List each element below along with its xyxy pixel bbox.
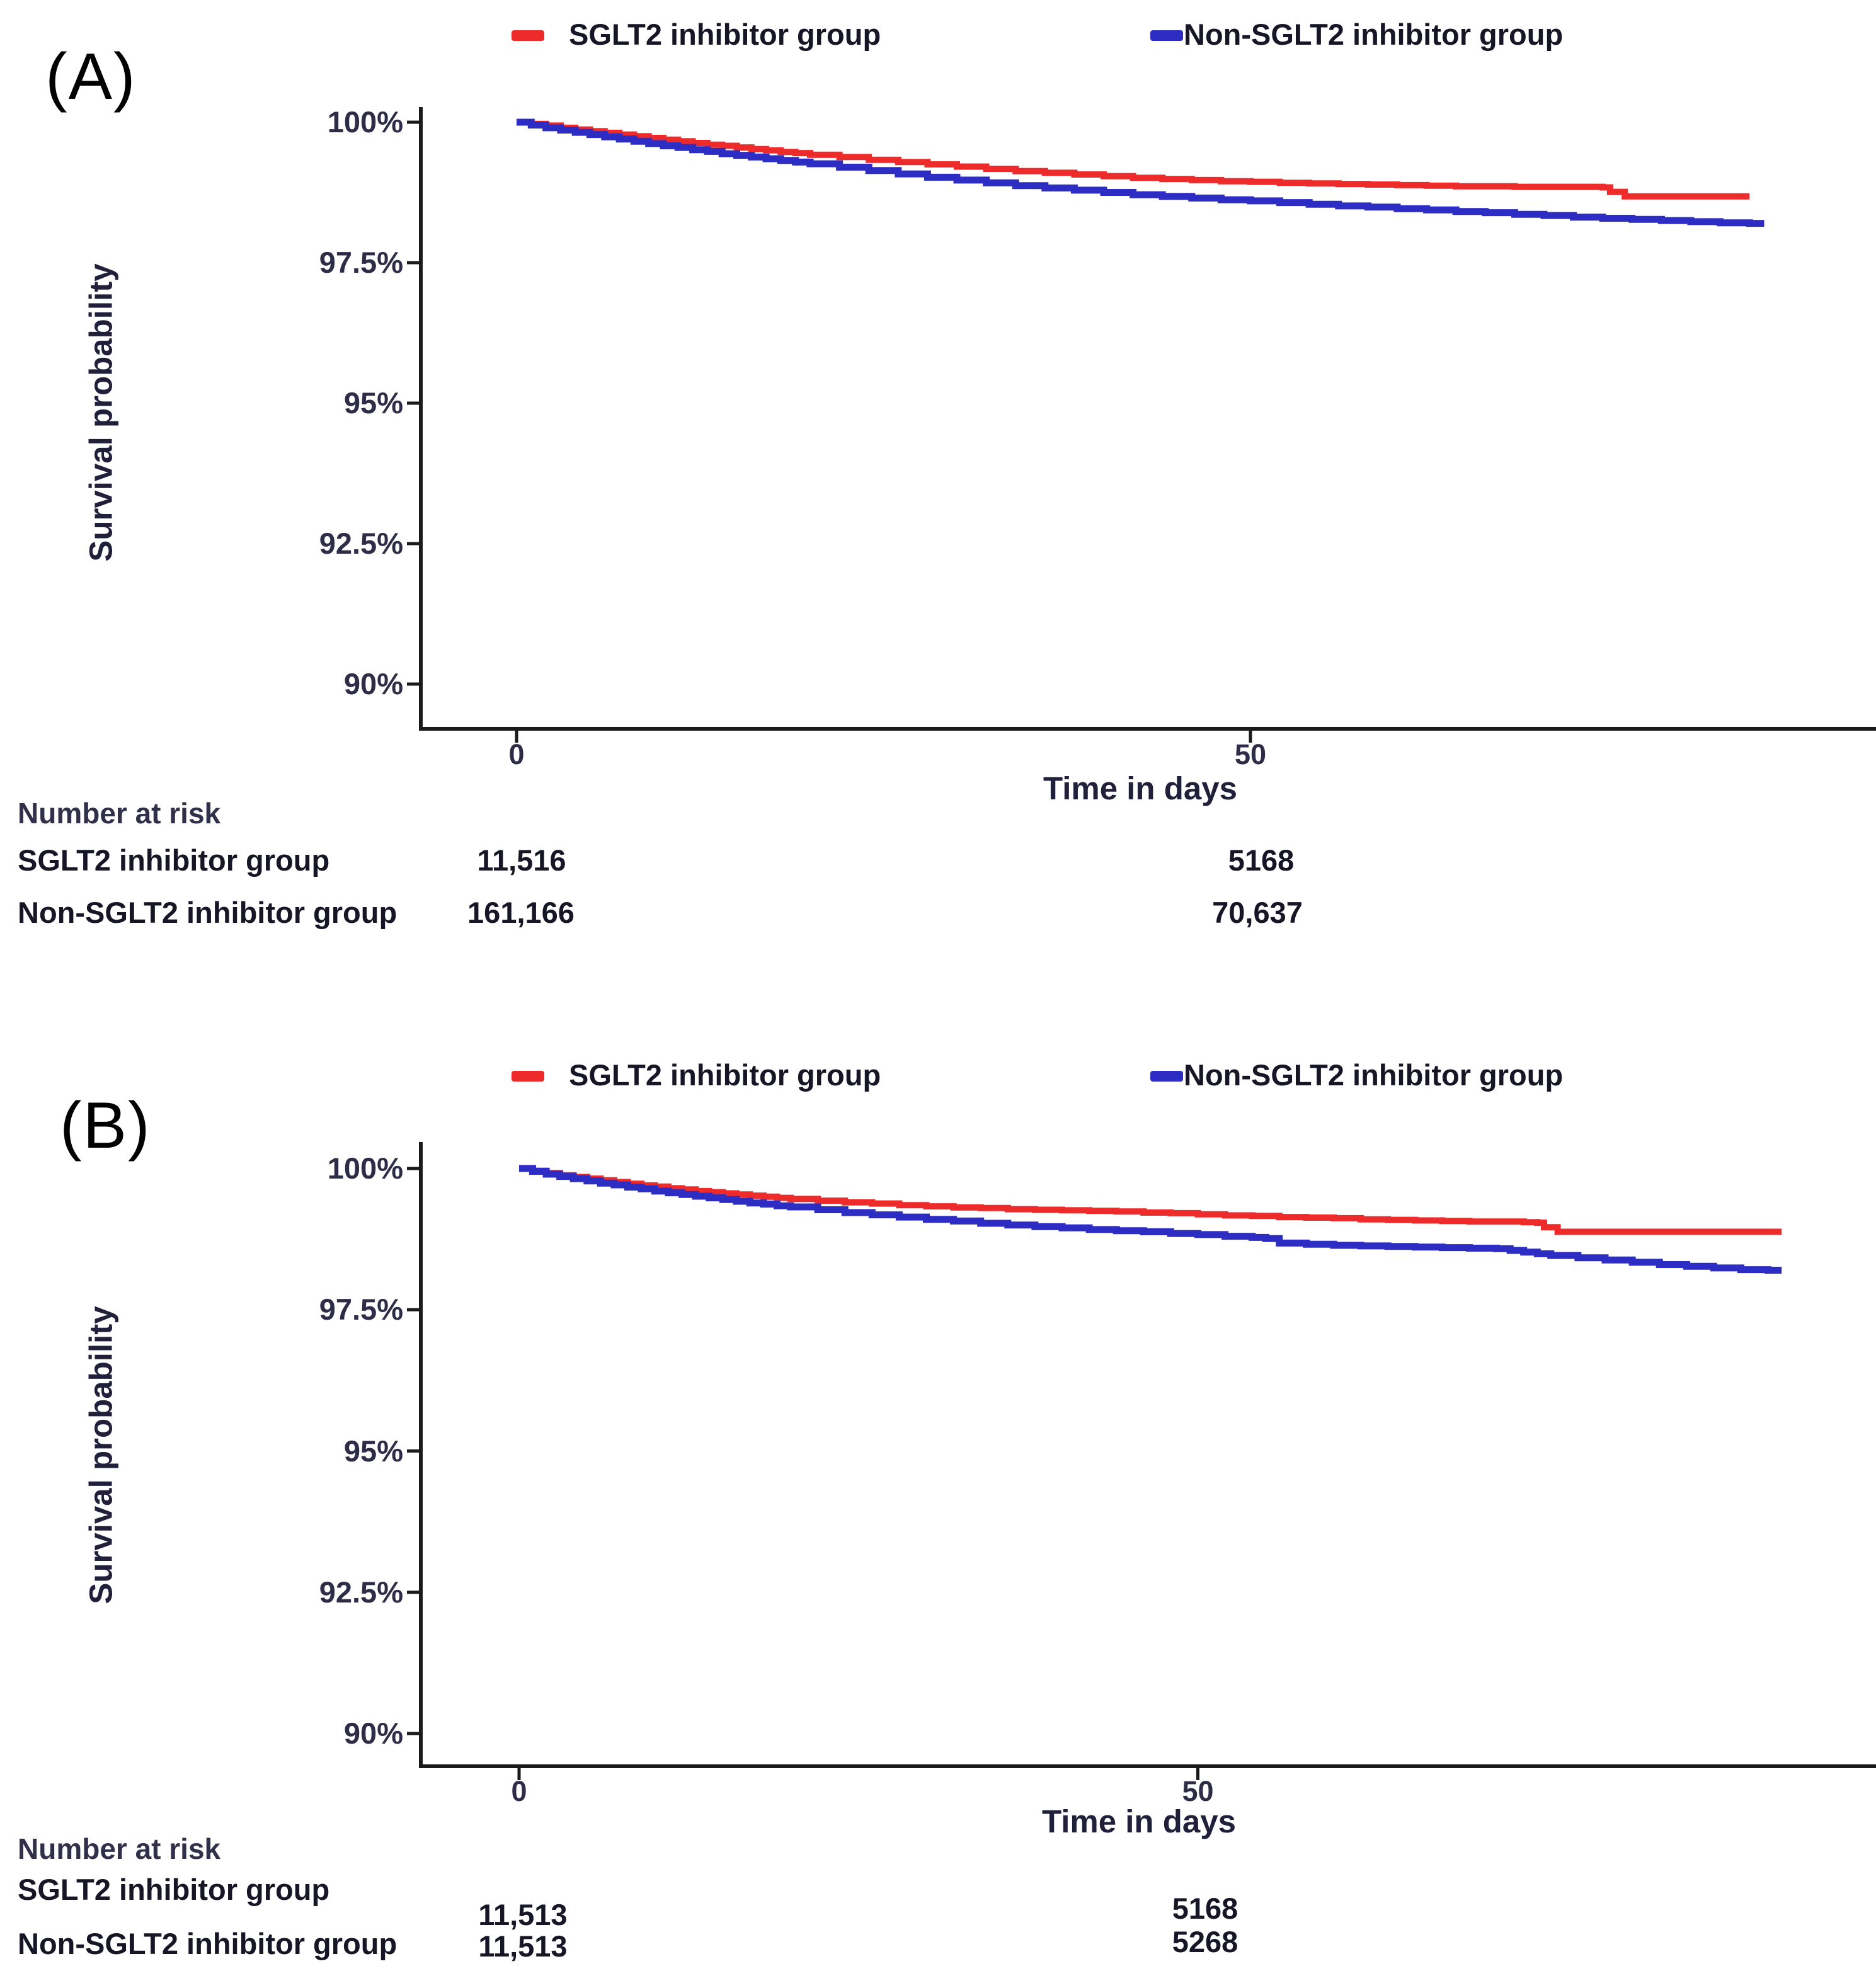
x-tick-label: 0: [511, 1775, 527, 1807]
at-risk-row-label: SGLT2 inhibitor group: [18, 843, 330, 877]
survival-curve-non-sglt2-b: [519, 1165, 1782, 1274]
at-risk-title-b: Number at risk: [18, 1832, 221, 1865]
at-risk-row-label: SGLT2 inhibitor group: [18, 1873, 330, 1906]
survival-curve-non-sglt2-a: [517, 118, 1764, 227]
legend-swatch-non-sglt2-a: [1150, 30, 1183, 41]
at-risk-value: 5168: [1228, 843, 1295, 877]
at-risk-value: 70,637: [1212, 896, 1303, 929]
y-tick-label: 95%: [343, 386, 403, 420]
x-tick-label: 50: [1182, 1775, 1214, 1807]
survival-curve-sglt2-a: [517, 119, 1750, 200]
legend-label-non-sglt2-b: Non-SGLT2 inhibitor group: [1184, 1058, 1564, 1092]
at-risk-value: 11,513: [478, 1898, 568, 1931]
x-tick-label: 50: [1234, 738, 1267, 770]
x-axis-title-b: Time in days: [1041, 1803, 1237, 1839]
x-axis-title-a: Time in days: [1043, 770, 1238, 806]
y-tick-label: 90%: [343, 667, 403, 700]
legend-swatch-non-sglt2-b: [1150, 1071, 1183, 1082]
y-tick-label: 92.5%: [319, 1575, 403, 1609]
panel-a-label: (A): [45, 40, 137, 113]
at-risk-title-a: Number at risk: [18, 797, 221, 830]
legend-label-sglt2-b: SGLT2 inhibitor group: [569, 1058, 881, 1092]
at-risk-value: 161,166: [467, 896, 575, 929]
x-tick-label: 0: [508, 738, 525, 770]
y-tick-label: 97.5%: [319, 1293, 403, 1327]
at-risk-value: 5268: [1172, 1925, 1238, 1958]
y-tick-label: 95%: [343, 1434, 403, 1468]
y-tick-label: 92.5%: [319, 527, 403, 560]
legend-label-non-sglt2-a: Non-SGLT2 inhibitor group: [1184, 18, 1564, 51]
y-tick-label: 90%: [343, 1717, 403, 1750]
y-axis-title-b: Survival probability: [83, 1306, 119, 1604]
at-risk-value: 5168: [1172, 1892, 1238, 1925]
y-axis-title-a: Survival probability: [83, 263, 119, 562]
at-risk-row-label: Non-SGLT2 inhibitor group: [18, 1927, 398, 1960]
y-tick-label: 97.5%: [319, 246, 403, 279]
axes-panel-a: [419, 107, 1876, 731]
axes-panel-b: [419, 1142, 1876, 1768]
panel-b-label: (B): [60, 1089, 151, 1162]
at-risk-value: 11,513: [478, 1929, 568, 1963]
y-tick-label: 100%: [327, 1151, 403, 1185]
y-tick-label: 100%: [327, 105, 403, 139]
at-risk-row-label: Non-SGLT2 inhibitor group: [18, 896, 398, 929]
legend-swatch-sglt2-b: [512, 1071, 544, 1082]
legend-label-sglt2-a: SGLT2 inhibitor group: [569, 18, 881, 51]
legend-swatch-sglt2-a: [512, 30, 544, 41]
at-risk-value: 11,516: [477, 843, 566, 877]
